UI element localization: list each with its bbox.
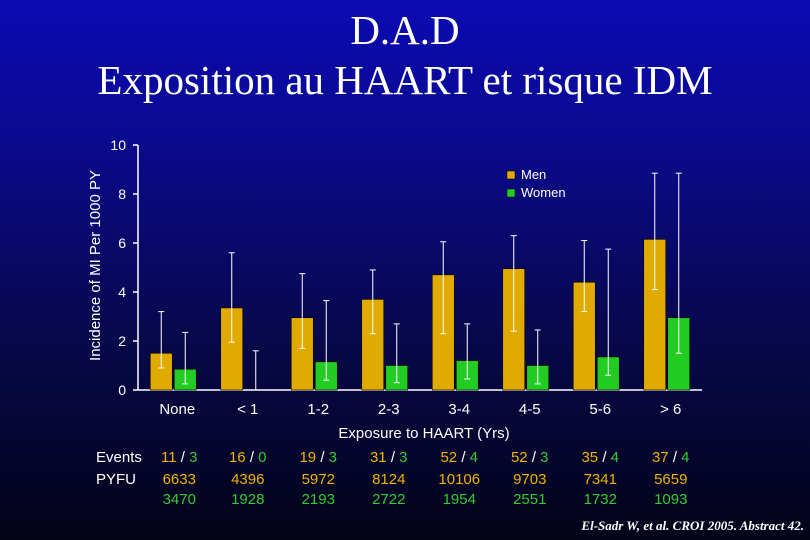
events-cell: 52 / 3 [495,448,565,468]
citation: El-Sadr W, et al. CROI 2005. Abstract 42… [581,518,804,533]
pyfu-women: 2722 [372,491,406,508]
pyfu-men: 5972 [301,471,335,488]
pyfu-women: 2551 [513,491,547,508]
pyfu-women: 1954 [442,491,476,508]
y-axis-label: Incidence of MI Per 1000 PY [87,170,104,361]
pyfu-men: 8124 [372,471,406,488]
events-women: 3 [540,449,549,466]
title-line-1: D.A.D [350,7,460,53]
events-women: 3 [399,449,408,466]
events-women: 4 [610,449,620,466]
x-tick-label: 2-3 [378,401,400,418]
x-tick-label: > 6 [660,401,681,418]
x-tick-label: 3-4 [448,401,470,418]
pyfu-label: PYFU [96,471,137,488]
events-label: Events [96,449,142,466]
events-men: 16 [228,449,246,466]
events-separator: / [386,449,400,466]
pyfu-men: 5659 [654,471,688,488]
events-separator: / [316,449,329,466]
events-cell: 19 / 3 [283,448,353,468]
pyfu-men: 7341 [583,471,617,488]
events-separator: / [176,449,190,466]
y-tick-label: 8 [118,186,126,202]
events-cell: 35 / 4 [565,448,635,468]
events-separator: / [245,449,259,466]
events-cell: 52 / 4 [424,448,494,468]
events-cell: 31 / 3 [354,448,424,468]
events-women: 0 [258,449,267,466]
events-men: 19 [299,449,317,466]
x-tick-label: 5-6 [589,401,611,418]
x-tick-label: None [159,401,195,418]
events-cell: 16 / 0 [213,448,283,468]
events-women: 4 [469,449,479,466]
legend-swatch-women [506,188,516,198]
legend-label-men: Men [521,167,546,182]
events-men: 37 [651,449,669,466]
events-men: 52 [440,449,458,466]
events-separator: / [457,449,470,466]
legend-swatch-men [506,170,516,180]
y-tick-label: 4 [118,284,126,300]
y-tick-label: 2 [118,333,126,349]
events-cell: 11 / 3 [144,448,214,468]
pyfu-women: 1928 [231,491,265,508]
events-separator: / [527,449,541,466]
pyfu-men: 4396 [231,471,265,488]
pyfu-women: 1093 [654,491,688,508]
title-line-2: Exposition au HAART et risque IDM [97,57,713,103]
x-tick-label: < 1 [237,401,258,418]
y-tick-label: 0 [118,382,126,398]
events-women: 4 [681,449,690,466]
x-axis-label: Exposure to HAART (Yrs) [338,425,509,442]
pyfu-men: 10106 [438,471,481,488]
pyfu-men: 6633 [162,471,196,488]
events-separator: / [668,449,682,466]
y-tick-label: 6 [118,235,126,251]
x-tick-label: 1-2 [307,401,329,418]
legend-label-women: Women [521,185,566,200]
events-men: 31 [369,449,387,466]
events-men: 52 [510,449,528,466]
pyfu-women: 3470 [162,491,196,508]
events-men: 11 [161,449,177,466]
pyfu-men: 9703 [513,471,547,488]
events-women: 3 [328,449,338,466]
pyfu-women: 2193 [301,491,335,508]
pyfu-women: 1732 [583,491,617,508]
events-men: 35 [581,449,599,466]
y-tick-label: 10 [110,137,126,153]
events-separator: / [598,449,611,466]
events-women: 3 [189,449,198,466]
events-cell: 37 / 4 [636,448,706,468]
x-tick-label: 4-5 [519,401,541,418]
